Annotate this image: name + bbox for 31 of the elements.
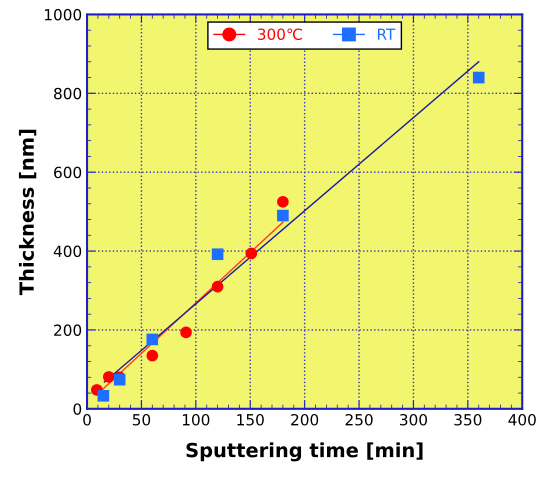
- x-tick-label: 0: [83, 414, 91, 426]
- x-tick-label: 200: [291, 414, 318, 426]
- x-axis-title: Sputtering time [min]: [186, 442, 422, 462]
- x-tick-label: 400: [508, 414, 536, 426]
- point: [146, 350, 158, 362]
- point: [212, 280, 224, 292]
- point: [146, 334, 158, 346]
- x-tick-label: 350: [454, 414, 482, 426]
- legend-label: RT: [378, 28, 396, 40]
- point: [246, 248, 258, 260]
- point: [277, 210, 289, 222]
- y-tick-label: 0: [73, 403, 82, 415]
- y-tick-label: 1000: [44, 8, 82, 20]
- y-tick-label: 600: [54, 166, 82, 178]
- point: [472, 72, 485, 84]
- x-tick-label: 100: [182, 414, 210, 426]
- x-tick-label: 50: [132, 414, 150, 426]
- point: [102, 371, 115, 383]
- point: [114, 374, 126, 386]
- y-tick-label: 400: [54, 246, 82, 258]
- point: [212, 248, 224, 260]
- x-tick-label: 300: [400, 414, 428, 426]
- legend-label: 300℃: [258, 28, 302, 40]
- point: [98, 390, 110, 402]
- y-tick-label: 800: [54, 88, 82, 100]
- x-tick-label: 250: [346, 414, 373, 426]
- point: [180, 326, 192, 338]
- y-axis-title: Thickness [nm]: [18, 130, 36, 296]
- y-tick-label: 200: [54, 324, 82, 336]
- point: [277, 196, 289, 208]
- x-tick-label: 150: [237, 414, 264, 426]
